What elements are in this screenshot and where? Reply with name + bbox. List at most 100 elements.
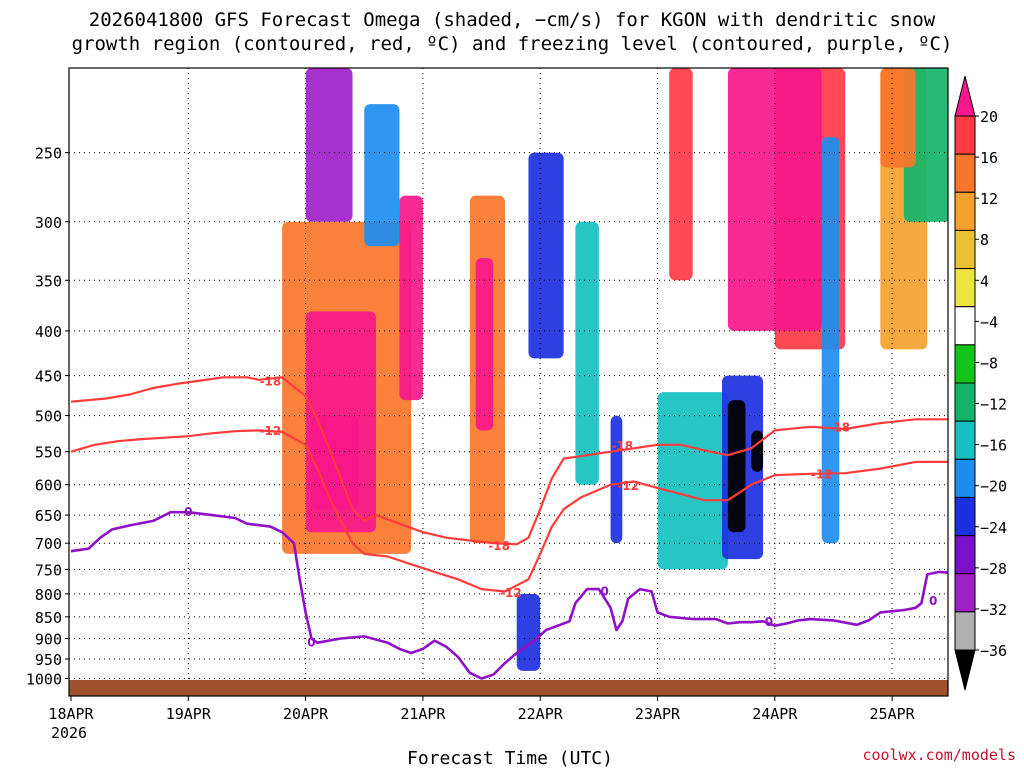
x-tick-label: 20APR	[283, 705, 329, 723]
colorbar-label: 16	[980, 149, 998, 167]
y-tick-label: 300	[35, 214, 62, 232]
x-tick-label: 24APR	[752, 705, 798, 723]
contour-label: 0	[307, 636, 315, 650]
y-tick-label: 650	[35, 507, 62, 525]
contour-label: -12	[500, 586, 522, 600]
freezing-level-contour	[70, 510, 948, 680]
contour-label: 0	[184, 505, 192, 519]
x-tick-label: 19APR	[166, 705, 212, 723]
colorbar-swatch	[954, 306, 976, 346]
x-tick-label: 21APR	[400, 705, 446, 723]
y-tick-label: 900	[35, 631, 62, 649]
dgz-contour--18	[70, 376, 948, 546]
omega-cell	[399, 195, 423, 401]
y-tick-label: 1000	[26, 670, 62, 688]
y-tick-label: 700	[35, 535, 62, 553]
y-tick-label: 250	[35, 145, 62, 163]
ground-band	[69, 680, 948, 696]
omega-shading	[282, 68, 948, 671]
contour-label: -18	[488, 539, 510, 553]
y-tick-label: 850	[35, 609, 62, 627]
contour-label: -12	[811, 467, 833, 481]
contour-label: 0	[929, 594, 937, 608]
contours: -18 -18 -18 -18 -12 -12 -12 -12 0 0 0 0 0	[70, 374, 948, 680]
contour-label: 0	[765, 615, 773, 629]
y-tick-label: 500	[35, 408, 62, 426]
y-tick-label: 550	[35, 444, 62, 462]
title-line-1: 2026041800 GFS Forecast Omega (shaded, −…	[89, 9, 936, 31]
colorbar-swatch	[954, 458, 976, 498]
credit-link[interactable]: coolwx.com/models	[862, 746, 1016, 764]
omega-cell	[516, 593, 541, 671]
colorbar-label: 4	[980, 272, 989, 290]
y-tick-label: 950	[35, 651, 62, 669]
y-tick-label: 400	[35, 323, 62, 341]
y-tick-label: 750	[35, 561, 62, 579]
x-tick-label: 22APR	[518, 705, 564, 723]
colorbar-swatch	[954, 496, 976, 537]
y-tick-label: 800	[35, 586, 62, 604]
y-tick-label: 450	[35, 368, 62, 386]
x-axis-title: Forecast Time (UTC)	[407, 748, 613, 768]
x-tick-label: 25APR	[870, 705, 916, 723]
colorbar-swatch	[954, 153, 976, 193]
x-tick-label: 18APR	[48, 705, 94, 723]
omega-cell	[305, 68, 353, 222]
colorbar-swatch	[954, 382, 976, 422]
contour-label: -18	[611, 439, 633, 453]
dgz-contour--12	[70, 429, 948, 593]
colorbar-label: −24	[980, 519, 1007, 537]
colorbar-label: −4	[980, 313, 998, 331]
colorbar-swatch	[954, 573, 976, 613]
omega-cell	[727, 68, 822, 331]
omega-cell	[528, 152, 564, 359]
colorbar-swatch	[954, 229, 976, 270]
contour-label: -18	[260, 374, 282, 388]
x-axis-sub-label: 2026	[51, 724, 87, 742]
colorbar: 20 16 12 8 4 −4 −8 −12 −16 −20 −24 −28 −32 −36	[954, 75, 1007, 691]
omega-cell	[610, 415, 623, 544]
plot-frame	[68, 67, 949, 697]
omega-cell	[821, 137, 840, 544]
omega-cell	[669, 68, 693, 281]
colorbar-swatch	[954, 535, 976, 575]
colorbar-top-arrow	[954, 75, 976, 117]
y-tick-label: 600	[35, 477, 62, 495]
colorbar-label: −36	[980, 642, 1007, 660]
omega-cell	[475, 257, 494, 431]
colorbar-label: −20	[980, 478, 1007, 496]
omega-cell	[751, 430, 764, 472]
colorbar-swatch	[954, 611, 976, 651]
omega-cell	[364, 104, 400, 247]
ground	[69, 680, 948, 696]
contour-label: -18	[828, 421, 850, 435]
colorbar-label: 8	[980, 231, 989, 249]
colorbar-label: −28	[980, 560, 1007, 578]
omega-cell	[880, 68, 916, 168]
title-line-2: growth region (contoured, red, ºC) and f…	[72, 33, 953, 55]
omega-cell	[657, 392, 728, 570]
contour-label: 0	[601, 584, 609, 598]
contour-label: -12	[260, 424, 282, 438]
colorbar-label: −12	[980, 396, 1007, 414]
contour-label: -12	[617, 479, 639, 493]
omega-cell	[575, 221, 599, 485]
colorbar-label: 20	[980, 108, 998, 126]
colorbar-label: −32	[980, 601, 1007, 619]
plot-area: -18 -18 -18 -18 -12 -12 -12 -12 0 0 0 0 0	[68, 67, 949, 697]
colorbar-label: 12	[980, 190, 998, 208]
x-tick-label: 23APR	[635, 705, 681, 723]
x-axis: 18APR 19APR 20APR 21APR 22APR 23APR 24APR 25APR	[48, 696, 916, 723]
colorbar-swatch	[954, 191, 976, 231]
colorbar-swatch	[954, 268, 976, 308]
colorbar-swatch	[954, 420, 976, 460]
colorbar-bottom-arrow	[954, 649, 976, 691]
omega-cell	[727, 400, 746, 533]
colorbar-swatch	[954, 344, 976, 384]
colorbar-label: −8	[980, 354, 998, 372]
y-tick-label: 350	[35, 272, 62, 290]
colorbar-label: −16	[980, 437, 1007, 455]
y-axis: 250 300 350 400 450 500 550 600 650 700 750 800 850 9…	[26, 145, 69, 688]
colorbar-swatch	[954, 115, 976, 155]
